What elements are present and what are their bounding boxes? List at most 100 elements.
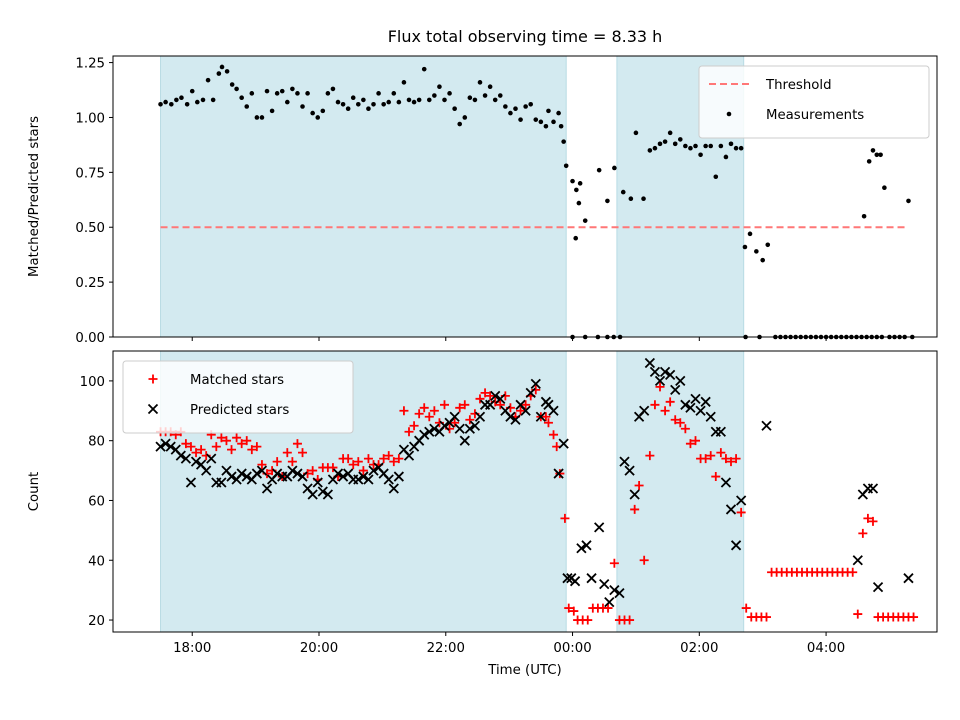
matched-star-point [655, 382, 665, 392]
measurement-point [652, 145, 658, 151]
predicted-star-point [705, 411, 716, 422]
measurement-point [641, 196, 646, 201]
predicted-star-point [439, 420, 450, 431]
predicted-star-point [525, 387, 536, 398]
matched-star-point [298, 448, 308, 458]
measurement-point [861, 213, 867, 219]
predicted-star-point [665, 369, 676, 381]
matched-star-point [196, 445, 206, 455]
predicted-star-point [586, 573, 597, 584]
measurement-point [561, 139, 566, 144]
matched-star-point [675, 418, 685, 428]
measurement-point [467, 95, 473, 101]
matched-star-point [247, 445, 257, 455]
matched-star-point [181, 439, 191, 449]
matched-star-point [328, 463, 338, 473]
measurement-point [442, 97, 447, 103]
matched-star-point [399, 406, 409, 416]
measurement-point [452, 106, 457, 111]
predicted-star-point [175, 450, 186, 461]
matched-star-point [363, 454, 373, 464]
predicted-star-point [297, 471, 308, 482]
measurement-point [200, 97, 206, 103]
measurement-point [335, 99, 341, 105]
matched-star-point [216, 433, 226, 443]
measurement-point [633, 130, 639, 136]
measurement-point [432, 93, 437, 98]
measurement-point [760, 257, 765, 263]
measurement-point [340, 101, 346, 107]
predicted-star-point [680, 399, 691, 410]
matched-star-point [348, 460, 358, 470]
measurement-point [577, 181, 583, 186]
matched-star-point [440, 400, 450, 410]
measurement-point [406, 97, 412, 103]
measurement-point [551, 119, 556, 125]
matched-star-point [630, 504, 640, 514]
measurement-point [472, 97, 478, 103]
chart-title: Flux total observing time = 8.33 h [388, 27, 663, 46]
measurement-point [158, 101, 163, 107]
predicted-star-point [654, 375, 666, 387]
x-tick-label: 18:00 [173, 641, 211, 656]
measurement-point [582, 218, 588, 223]
predicted-star-point [261, 483, 273, 494]
measurement-point [381, 101, 386, 107]
measurement-point [487, 84, 493, 90]
measurement-point [662, 139, 668, 144]
measurement-point [169, 101, 174, 107]
ratio-legend: Threshold Measurements [698, 65, 930, 139]
matched-star-point [409, 421, 419, 431]
measurement-point [703, 143, 708, 149]
predicted-star-point [287, 465, 298, 476]
measurement-point [708, 143, 714, 149]
legend-entry-label: Measurements [766, 108, 864, 123]
measurement-point [249, 91, 255, 96]
predicted-star-point [474, 411, 486, 422]
predicted-star-point [454, 423, 465, 434]
y-tick-label: 1.25 [75, 57, 105, 72]
measurement-point [754, 249, 759, 254]
count-y-axis-label: Count [27, 472, 42, 512]
measurement-point [411, 99, 417, 105]
measurement-point [508, 110, 513, 116]
legend-predicted-swatch [147, 403, 159, 415]
matched-star-point [543, 418, 553, 428]
predicted-star-point [609, 585, 620, 596]
y-tick-label: 1.00 [75, 111, 105, 126]
predicted-star-point [490, 390, 501, 401]
predicted-star-point [520, 405, 531, 416]
measurement-point [462, 115, 468, 120]
matched-star-point [186, 442, 196, 452]
predicted-star-point [619, 456, 630, 467]
predicted-star-point [353, 474, 364, 485]
x-tick-label: 22:00 [427, 641, 465, 656]
matched-star-point [650, 400, 660, 410]
measurement-point [528, 101, 534, 107]
matched-star-point [358, 466, 368, 476]
predicted-stars-points [155, 357, 914, 608]
measurement-point [570, 178, 575, 184]
matched-star-point [736, 507, 746, 517]
x-tick-label: 02:00 [680, 641, 718, 656]
predicted-star-point [485, 399, 496, 410]
measurement-point [345, 106, 351, 111]
measurement-point [698, 152, 703, 158]
count-x-ticks: 18:00 20:00 22:00 00:00 02:00 04:00 [173, 632, 845, 656]
measurement-point [765, 242, 771, 248]
y-tick-label: 20 [88, 614, 105, 629]
predicted-star-point [624, 465, 635, 476]
ratio-y-axis-label: Matched/Predicted stars [27, 116, 42, 277]
matched-star-point [460, 400, 470, 410]
predicted-star-point [903, 573, 914, 584]
predicted-star-point [185, 477, 197, 488]
ratio-panel-frame [112, 55, 938, 338]
predicted-star-point [510, 414, 521, 425]
measurement-point [163, 99, 168, 105]
measurement-point [688, 145, 693, 151]
matched-star-point [670, 415, 680, 425]
y-tick-label: 0.00 [75, 331, 105, 346]
matched-star-point [549, 430, 559, 440]
predicted-star-point [459, 435, 470, 446]
measurement-point [497, 93, 503, 98]
